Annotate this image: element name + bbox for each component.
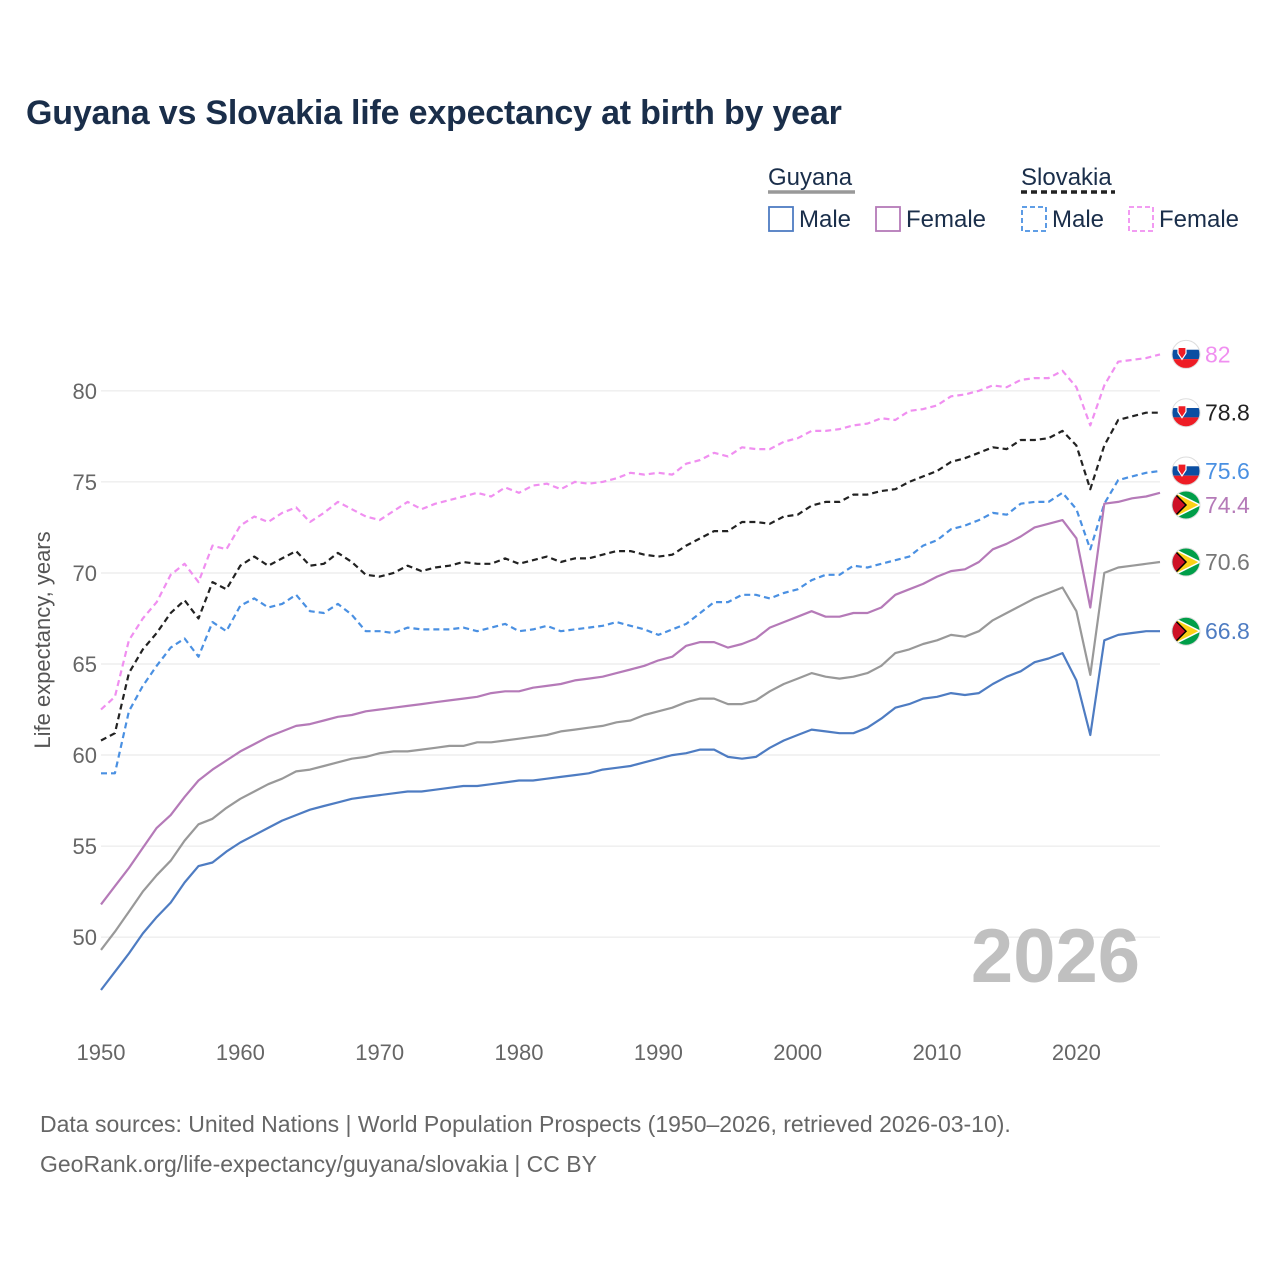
x-tick-label: 1970 bbox=[355, 1040, 404, 1065]
end-label-slovakia-total: 78.8 bbox=[1205, 400, 1250, 426]
legend-group-guyana: Guyana bbox=[768, 164, 853, 191]
source-line-2[interactable]: GeoRank.org/life-expectancy/guyana/slova… bbox=[40, 1151, 597, 1177]
end-label-guyana-female: 74.4 bbox=[1205, 492, 1250, 518]
flag-shield bbox=[1177, 346, 1187, 361]
legend-swatch bbox=[875, 206, 901, 232]
x-tick-label: 1990 bbox=[634, 1040, 683, 1065]
legend-item-guyana-female[interactable]: Female bbox=[875, 206, 986, 233]
flag-stripe-white bbox=[1172, 340, 1200, 351]
flag-ring bbox=[1171, 339, 1201, 369]
flag-shield bbox=[1177, 405, 1187, 419]
flag-arrow-red bbox=[1172, 490, 1188, 519]
series-line-guyana-total bbox=[100, 560, 1161, 951]
legend-swatch bbox=[1021, 206, 1047, 232]
flag-ring bbox=[1171, 398, 1201, 428]
x-tick-label: 2010 bbox=[913, 1040, 962, 1065]
gridlines bbox=[101, 390, 1160, 938]
source-note: Data sources: United Nations | World Pop… bbox=[40, 1104, 1011, 1184]
y-tick-label: 80 bbox=[73, 379, 97, 404]
y-tick-label: 55 bbox=[73, 834, 97, 859]
flag-stripe-red bbox=[1172, 359, 1200, 369]
series-lines bbox=[100, 353, 1161, 991]
flag-body bbox=[1172, 548, 1200, 577]
x-tick-label: 1980 bbox=[495, 1040, 544, 1065]
end-label-slovakia-female: 82 bbox=[1205, 341, 1231, 367]
flag-ring bbox=[1171, 490, 1201, 520]
y-tick-label: 60 bbox=[73, 743, 97, 768]
flag-ring bbox=[1171, 456, 1201, 486]
series-line-slovakia-total bbox=[100, 411, 1160, 742]
legend-label: Male bbox=[799, 206, 851, 233]
end-labels: 82 78.8 75.6 74.4 70.6 66.8 bbox=[1205, 341, 1250, 644]
flag-stripe-white bbox=[1172, 456, 1200, 467]
legend-label: Male bbox=[1052, 206, 1104, 233]
guyana-flag-icon bbox=[1171, 616, 1201, 646]
legend-item-guyana-male[interactable]: Male bbox=[768, 206, 851, 233]
year-watermark: 2026 bbox=[971, 914, 1140, 999]
end-label-slovakia-male: 75.6 bbox=[1205, 458, 1250, 484]
flag-stripe-red bbox=[1172, 417, 1200, 427]
series-line-guyana-female bbox=[100, 491, 1161, 906]
legend-item-slovakia-male[interactable]: Male bbox=[1021, 206, 1104, 233]
x-axis-ticks: 1950 1960 1970 1980 1990 2000 2010 2020 bbox=[77, 1040, 1101, 1065]
end-label-guyana-male: 66.8 bbox=[1205, 618, 1250, 644]
flag-arrow-red bbox=[1172, 617, 1188, 646]
flag-stripe-red bbox=[1172, 475, 1200, 485]
legend-swatch bbox=[768, 206, 794, 232]
chart-title: Guyana vs Slovakia life expectancy at bi… bbox=[26, 94, 842, 132]
x-tick-label: 1960 bbox=[216, 1040, 265, 1065]
y-axis-ticks: 50 55 60 65 70 75 80 bbox=[73, 379, 97, 950]
x-tick-label: 2020 bbox=[1052, 1040, 1101, 1065]
flag-body bbox=[1172, 398, 1200, 427]
y-tick-label: 70 bbox=[73, 561, 97, 586]
series-line-slovakia-female bbox=[100, 353, 1161, 711]
x-tick-label: 2000 bbox=[773, 1040, 822, 1065]
flag-arrow-red bbox=[1172, 548, 1188, 577]
slovakia-flag-icon bbox=[1171, 398, 1201, 428]
y-tick-label: 50 bbox=[73, 925, 97, 950]
guyana-flag-icon bbox=[1171, 547, 1201, 577]
flag-body bbox=[1172, 617, 1200, 646]
y-axis-title: Life expectancy, years bbox=[30, 531, 55, 748]
flag-ring bbox=[1171, 616, 1201, 646]
legend-label: Female bbox=[906, 206, 986, 233]
flag-body bbox=[1172, 456, 1200, 485]
line-chart: 50 55 60 65 70 75 80 1950 1960 1970 1980 1990 2000 2… bbox=[30, 164, 1250, 1065]
slovakia-flag-icon bbox=[1171, 456, 1201, 486]
flag-body bbox=[1172, 490, 1200, 519]
slovakia-flag-icon bbox=[1171, 339, 1201, 369]
y-tick-label: 75 bbox=[73, 470, 97, 495]
legend-item-slovakia-female[interactable]: Female bbox=[1128, 206, 1239, 233]
y-tick-label: 65 bbox=[73, 652, 97, 677]
legend-swatch bbox=[1128, 206, 1154, 232]
guyana-flag-icon bbox=[1171, 490, 1201, 520]
flag-shield bbox=[1177, 463, 1187, 478]
end-flags bbox=[1171, 339, 1201, 646]
end-label-guyana-total: 70.6 bbox=[1205, 549, 1250, 575]
flag-ring bbox=[1171, 547, 1201, 577]
flag-body bbox=[1172, 340, 1200, 369]
series-line-guyana-male bbox=[100, 630, 1160, 991]
legend-label: Female bbox=[1159, 206, 1239, 233]
series-line-slovakia-male bbox=[101, 469, 1161, 775]
legend-group-slovakia: Slovakia bbox=[1021, 164, 1112, 191]
flag-stripe-white bbox=[1172, 398, 1200, 409]
legend[interactable]: Guyana Male Female Slovakia Male Female bbox=[768, 164, 1239, 233]
x-tick-label: 1950 bbox=[77, 1040, 126, 1065]
source-line-1: Data sources: United Nations | World Pop… bbox=[40, 1111, 1011, 1137]
